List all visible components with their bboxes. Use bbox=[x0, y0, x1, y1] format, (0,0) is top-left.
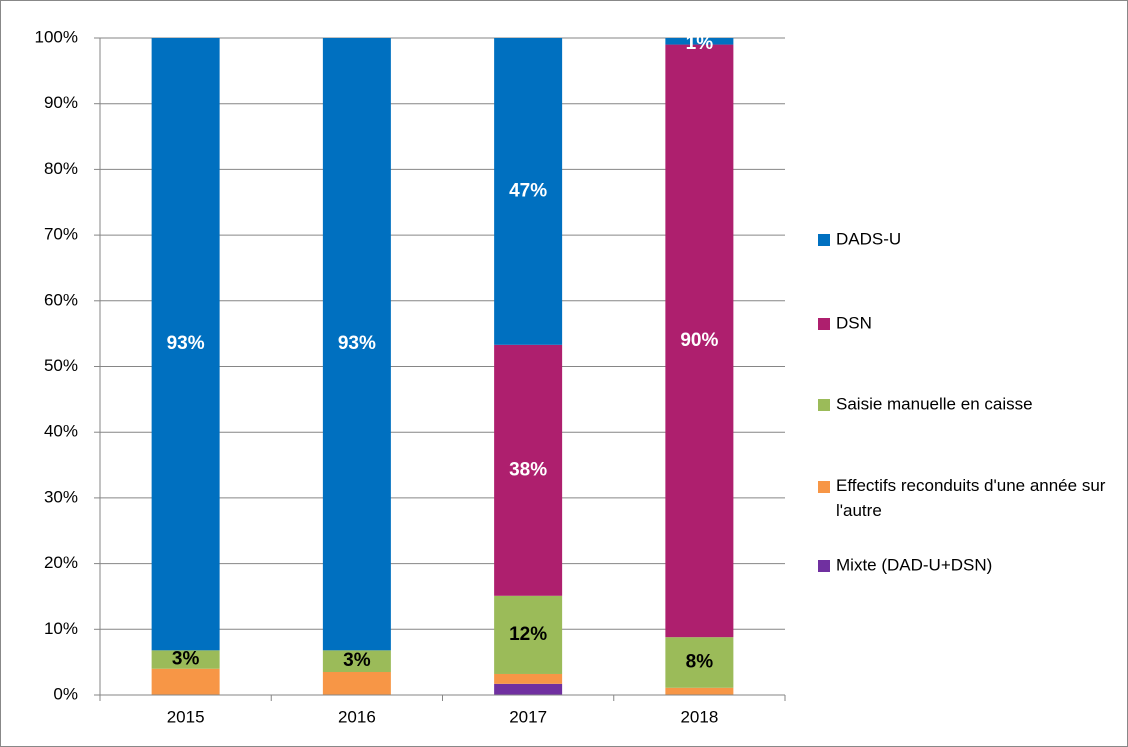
legend-swatch bbox=[818, 399, 830, 411]
legend-label: DSN bbox=[836, 313, 872, 332]
value-label: 47% bbox=[509, 180, 547, 201]
y-tick-label: 40% bbox=[44, 422, 78, 441]
legend-swatch bbox=[818, 318, 830, 330]
bar-segment bbox=[151, 38, 220, 651]
y-tick-label: 100% bbox=[35, 27, 78, 46]
y-tick-label: 90% bbox=[44, 93, 78, 112]
x-tick-label: 2017 bbox=[509, 707, 547, 726]
value-label: 3% bbox=[172, 649, 200, 670]
bar-segment bbox=[665, 637, 734, 688]
y-tick-label: 0% bbox=[53, 684, 78, 703]
bar-segment bbox=[665, 44, 734, 638]
value-label: 8% bbox=[686, 651, 714, 672]
bar-segment bbox=[322, 650, 391, 673]
bar-segment bbox=[494, 344, 563, 596]
y-tick-label: 50% bbox=[44, 356, 78, 375]
y-tick-label: 60% bbox=[44, 290, 78, 309]
bar-segment bbox=[665, 38, 734, 45]
bar-segment bbox=[151, 650, 220, 669]
value-label: 93% bbox=[167, 333, 205, 354]
x-tick-label: 2018 bbox=[680, 707, 718, 726]
bar-segment bbox=[494, 595, 563, 674]
y-tick-label: 20% bbox=[44, 553, 78, 572]
legend-swatch bbox=[818, 481, 830, 493]
y-tick-label: 80% bbox=[44, 159, 78, 178]
value-label: 12% bbox=[509, 624, 547, 645]
bar-segment bbox=[322, 38, 391, 651]
bar-segment bbox=[494, 683, 563, 695]
value-label: 3% bbox=[343, 650, 371, 671]
legend-swatch bbox=[818, 234, 830, 246]
value-label: 1% bbox=[686, 33, 714, 54]
y-tick-label: 30% bbox=[44, 487, 78, 506]
legend-label: Effectifs reconduits d'une année sur l'au… bbox=[836, 476, 1106, 520]
bar-segment bbox=[665, 687, 734, 695]
legend-label: Saisie manuelle en caisse bbox=[836, 394, 1033, 413]
x-tick-label: 2016 bbox=[338, 707, 376, 726]
legend-swatch bbox=[818, 560, 830, 572]
bar-segment bbox=[151, 668, 220, 695]
legend-label: Mixte (DAD-U+DSN) bbox=[836, 555, 992, 574]
bar-segment bbox=[322, 672, 391, 695]
bar-segment bbox=[494, 673, 563, 684]
value-label: 38% bbox=[509, 459, 547, 480]
x-tick-label: 2015 bbox=[167, 707, 205, 726]
y-tick-label: 70% bbox=[44, 225, 78, 244]
bar-segment bbox=[494, 38, 563, 345]
value-label: 90% bbox=[680, 330, 718, 351]
value-label: 93% bbox=[338, 333, 376, 354]
legend-label: DADS-U bbox=[836, 229, 901, 248]
y-tick-label: 10% bbox=[44, 619, 78, 638]
